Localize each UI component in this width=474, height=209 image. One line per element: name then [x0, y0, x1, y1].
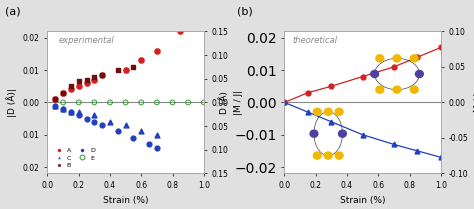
Point: [99, 73, 106, 77]
Point: [59, 101, 67, 104]
Point: [91, 75, 98, 78]
Point: [99, 123, 106, 127]
Point: [59, 107, 67, 111]
Point: [137, 130, 145, 133]
Point: [114, 68, 121, 72]
Y-axis label: |M / J|: |M / J|: [234, 90, 243, 115]
Point: [75, 85, 82, 88]
Point: [153, 133, 161, 136]
Circle shape: [335, 152, 343, 159]
Point: [67, 110, 75, 114]
Circle shape: [338, 130, 346, 137]
Point: [122, 101, 129, 104]
Circle shape: [376, 55, 384, 62]
Point: [75, 101, 82, 104]
Point: [51, 98, 59, 101]
Text: (b): (b): [237, 6, 253, 16]
Point: [67, 110, 75, 114]
Point: [176, 30, 184, 33]
Point: [146, 143, 153, 146]
Circle shape: [371, 70, 379, 78]
Point: [82, 81, 90, 85]
Text: theoretical: theoretical: [292, 36, 337, 45]
X-axis label: Strain (%): Strain (%): [340, 196, 385, 205]
X-axis label: Strain (%): Strain (%): [103, 196, 148, 205]
Text: (a): (a): [5, 6, 20, 16]
Point: [114, 130, 121, 133]
Point: [130, 65, 137, 69]
Point: [91, 114, 98, 117]
Circle shape: [393, 55, 401, 62]
Y-axis label: D (Å): D (Å): [219, 91, 229, 114]
Circle shape: [313, 152, 321, 159]
Point: [51, 104, 59, 107]
Point: [67, 88, 75, 91]
Point: [184, 101, 192, 104]
Point: [67, 85, 75, 88]
Circle shape: [324, 108, 332, 115]
Point: [130, 136, 137, 140]
Point: [75, 110, 82, 114]
Point: [99, 73, 106, 77]
Point: [153, 49, 161, 52]
Point: [122, 68, 129, 72]
Point: [153, 101, 161, 104]
Circle shape: [393, 86, 401, 93]
Point: [153, 146, 161, 149]
Y-axis label: |D (Å)|: |D (Å)|: [7, 88, 17, 117]
Circle shape: [410, 86, 418, 93]
Point: [59, 91, 67, 94]
Point: [137, 59, 145, 62]
Point: [51, 104, 59, 107]
Point: [82, 78, 90, 82]
Point: [91, 101, 98, 104]
Point: [59, 107, 67, 111]
Point: [75, 114, 82, 117]
Point: [75, 80, 82, 83]
Point: [91, 78, 98, 82]
Circle shape: [324, 152, 332, 159]
Legend: A, C, B, D, E: A, C, B, D, E: [51, 145, 97, 170]
Point: [82, 117, 90, 120]
Circle shape: [416, 70, 423, 78]
Point: [51, 98, 59, 101]
Point: [106, 120, 114, 124]
Point: [122, 123, 129, 127]
Point: [200, 101, 208, 104]
Point: [169, 101, 176, 104]
Circle shape: [410, 55, 418, 62]
Circle shape: [335, 108, 343, 115]
Point: [137, 101, 145, 104]
Circle shape: [313, 108, 321, 115]
Circle shape: [376, 86, 384, 93]
Point: [91, 120, 98, 124]
Text: experimental: experimental: [58, 36, 114, 45]
Circle shape: [310, 130, 318, 137]
Point: [59, 91, 67, 94]
Point: [106, 101, 114, 104]
